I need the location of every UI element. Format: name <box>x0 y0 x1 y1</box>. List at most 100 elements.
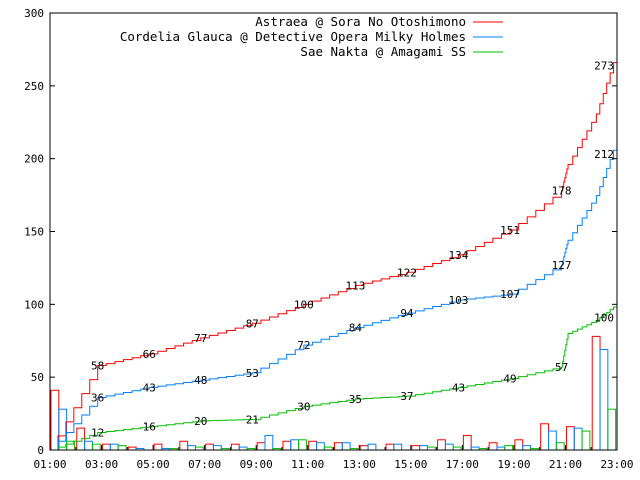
hourly-bar <box>555 442 565 451</box>
cumulative-line <box>50 304 618 451</box>
x-tick-label: 07:00 <box>188 458 221 471</box>
cumulative-lines <box>50 52 618 451</box>
x-tick-label: 19:00 <box>497 458 530 471</box>
hourly-bar <box>504 445 514 451</box>
hourly-bar <box>212 445 222 451</box>
hourly-bar <box>444 443 454 451</box>
hourly-bar <box>514 439 524 451</box>
y-tick-label: 250 <box>24 80 44 93</box>
y-tick-label: 50 <box>31 371 44 384</box>
hourly-bar <box>316 442 325 451</box>
data-label: 43 <box>452 381 465 394</box>
hourly-bar <box>230 443 240 451</box>
data-label: 43 <box>143 381 156 394</box>
legend-label: Astraea @ Sora No Otoshimono <box>255 14 466 29</box>
data-label: 103 <box>449 294 469 307</box>
data-label: 21 <box>246 413 259 426</box>
hourly-bar <box>581 430 591 451</box>
data-labels: 58 66 77 87 100 113 122 134 151 178 273 36 43 48 53 72 8… <box>91 59 614 439</box>
legend-label: Sae Nakta @ Amagami SS <box>300 44 466 59</box>
hourly-bar <box>153 443 163 451</box>
hourly-bar <box>84 440 93 451</box>
hourly-bar <box>91 443 101 451</box>
data-label: 37 <box>400 390 413 403</box>
final-label: 212 <box>594 148 614 161</box>
data-label: 16 <box>143 421 156 434</box>
hourly-bar <box>591 335 601 451</box>
data-label: 58 <box>91 360 104 373</box>
hourly-bar <box>599 348 609 451</box>
hourly-bar <box>282 440 292 451</box>
hourly-bars <box>50 335 617 451</box>
x-tick-label: 01:00 <box>33 458 66 471</box>
data-label: 107 <box>500 288 520 301</box>
plot-border <box>49 12 618 451</box>
data-label: 12 <box>91 427 104 440</box>
hourly-bar <box>573 427 583 451</box>
x-tick-label: 09:00 <box>240 458 273 471</box>
data-label: 53 <box>246 367 259 380</box>
data-label: 134 <box>449 249 469 262</box>
hourly-bar <box>109 443 119 451</box>
data-label: 178 <box>552 185 572 198</box>
data-label: 72 <box>297 339 310 352</box>
data-label: 49 <box>503 373 516 386</box>
hourly-bar <box>66 440 75 451</box>
x-tick-label: 15:00 <box>394 458 427 471</box>
hourly-bar <box>393 443 403 451</box>
data-label: 20 <box>194 415 207 428</box>
hourly-bar <box>334 442 343 451</box>
hourly-bar <box>179 440 189 451</box>
hourly-bar <box>298 439 307 451</box>
cumulative-line <box>50 141 618 451</box>
y-tick-label: 100 <box>24 298 44 311</box>
hourly-bar <box>522 445 532 451</box>
hourly-bar <box>385 443 395 451</box>
hourly-bar <box>205 443 214 451</box>
hourly-bar <box>341 442 351 451</box>
x-tick-label: 11:00 <box>291 458 324 471</box>
hourly-bar <box>565 426 575 451</box>
y-tick-label: 0 <box>37 444 44 457</box>
final-label: 273 <box>594 59 614 72</box>
data-label: 87 <box>246 317 259 330</box>
x-tick-label: 23:00 <box>600 458 633 471</box>
hourly-bar <box>76 427 86 451</box>
data-label: 57 <box>555 361 568 374</box>
data-label: 100 <box>294 298 314 311</box>
hourly-bar <box>367 443 377 451</box>
hourly-bar <box>540 423 549 451</box>
data-label: 122 <box>397 266 417 279</box>
data-label: 35 <box>349 393 362 406</box>
legend-label: Cordelia Glauca @ Detective Opera Milky … <box>120 29 466 44</box>
hourly-bar <box>488 442 498 451</box>
hourly-bar <box>256 442 266 451</box>
axes: 0 50 100 150 200 250 300 01:00 03:00 05:00 07:00 09… <box>24 7 633 471</box>
hourly-bar <box>547 430 557 451</box>
data-label: 77 <box>194 332 207 345</box>
data-label: 48 <box>194 374 207 387</box>
hourly-bar <box>607 408 617 451</box>
hourly-bar <box>102 443 111 451</box>
data-label: 94 <box>400 307 414 320</box>
data-label: 30 <box>297 400 310 413</box>
data-label: 113 <box>345 279 365 292</box>
x-tick-label: 03:00 <box>85 458 118 471</box>
hourly-bar <box>308 440 318 451</box>
hourly-bar <box>290 439 300 451</box>
x-tick-label: 21:00 <box>549 458 582 471</box>
hourly-bar <box>117 445 127 451</box>
data-label: 84 <box>349 322 363 335</box>
data-label: 36 <box>91 392 104 405</box>
hourly-bar <box>411 445 421 451</box>
hourly-bar <box>187 445 196 451</box>
hourly-bar <box>462 434 472 451</box>
y-tick-label: 150 <box>24 226 44 239</box>
data-label: 127 <box>552 259 572 272</box>
x-tick-label: 17:00 <box>446 458 479 471</box>
hourly-bar <box>419 445 428 451</box>
hourly-bar <box>264 434 274 451</box>
final-label: 100 <box>594 311 614 324</box>
